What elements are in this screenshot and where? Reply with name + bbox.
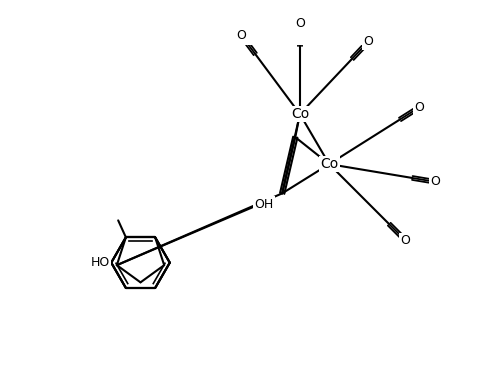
Text: O: O <box>363 35 373 48</box>
Text: O: O <box>237 29 246 42</box>
Text: OH: OH <box>254 198 273 211</box>
Text: HO: HO <box>91 256 110 269</box>
Text: O: O <box>430 175 440 188</box>
Text: O: O <box>295 17 305 30</box>
Text: Co: Co <box>320 157 338 171</box>
Text: O: O <box>401 234 410 247</box>
Text: Co: Co <box>291 107 309 121</box>
Text: O: O <box>415 101 424 114</box>
